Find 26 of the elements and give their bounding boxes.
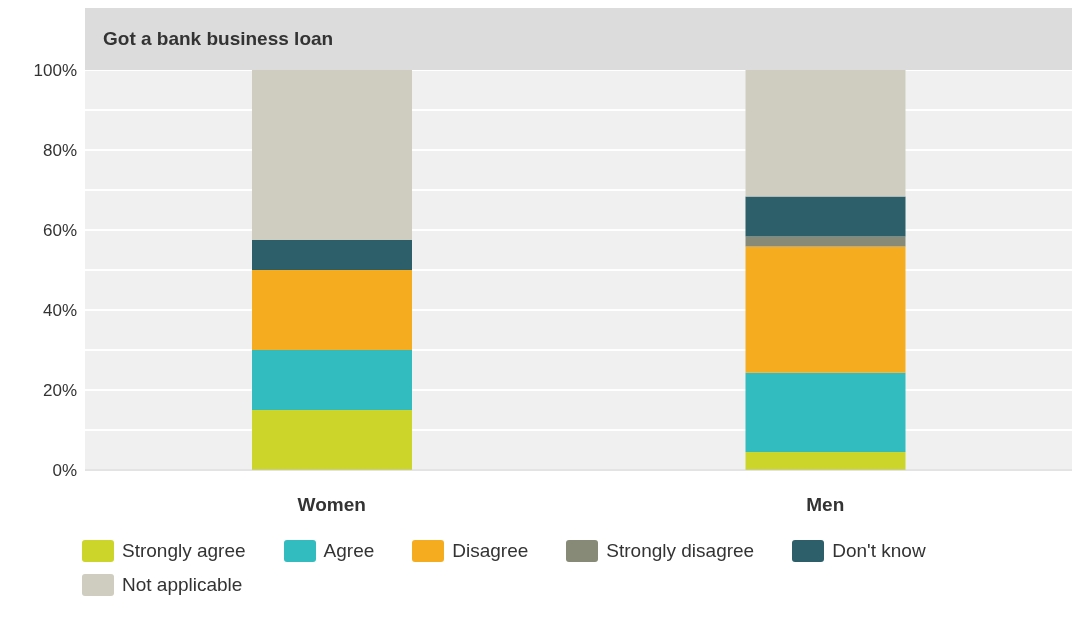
bar — [252, 350, 412, 410]
bar — [745, 70, 906, 197]
bar — [745, 196, 906, 237]
y-tick-label: 100% — [33, 61, 77, 81]
legend-label: Agree — [323, 540, 375, 562]
y-tick-label: 20% — [42, 381, 77, 401]
legend-label: Strongly agree — [122, 540, 246, 562]
y-tick-label: 80% — [42, 141, 77, 161]
y-tick-label: 40% — [42, 301, 77, 321]
y-tick-label: 60% — [42, 221, 77, 241]
bar — [745, 236, 906, 247]
bar — [745, 246, 906, 373]
bar — [745, 372, 906, 452]
bar — [745, 452, 906, 470]
x-tick-label: Men — [806, 494, 845, 516]
legend-label: Disagree — [452, 540, 529, 562]
bar — [252, 240, 412, 270]
bar — [252, 270, 412, 350]
legend-label: Don't know — [832, 540, 926, 562]
legend-label: Not applicable — [122, 574, 243, 596]
y-tick-label: 0% — [52, 461, 77, 481]
bar — [252, 410, 412, 470]
x-tick-label: Women — [297, 494, 366, 516]
legend-label: Strongly disagree — [606, 540, 755, 562]
bar — [252, 70, 412, 240]
chart-title: Got a bank business loan — [103, 27, 334, 51]
